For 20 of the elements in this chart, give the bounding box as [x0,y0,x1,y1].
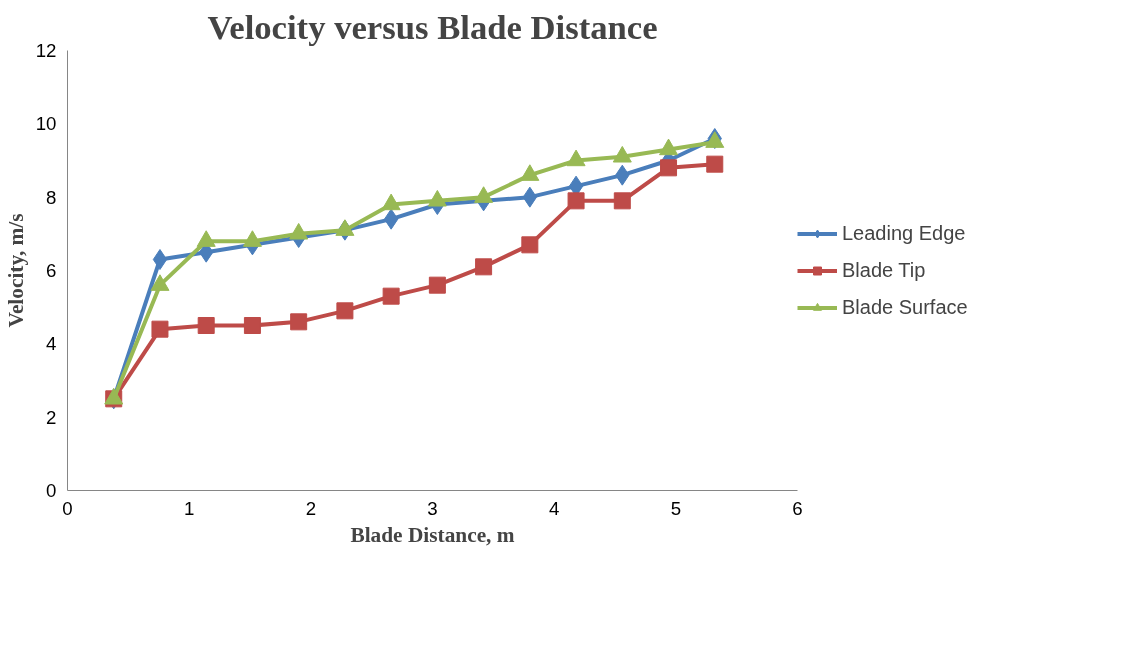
x-tick-label: 5 [670,497,682,519]
x-tick-label: 6 [792,497,803,519]
y-tick-label: 10 [35,113,57,135]
chart-title: Velocity versus Blade Distance [207,7,658,46]
y-axis-title: Velocity, m/s [3,213,28,328]
x-tick-label: 4 [548,497,560,519]
legend-label: Leading Edge [842,221,966,245]
legend-label: Blade Surface [842,295,968,319]
x-axis-title: Blade Distance, m [350,522,515,547]
y-tick-label: 2 [46,406,57,428]
y-tick-label: 0 [46,480,57,501]
x-tick-label: 2 [305,497,317,519]
legend-label: Blade Tip [842,258,926,282]
x-tick-label: 0 [62,497,73,519]
x-tick-label: 1 [183,497,195,519]
y-tick-label: 12 [35,40,57,61]
y-tick-label: 4 [46,333,57,355]
y-tick-label: 6 [46,260,57,281]
y-tick-label: 8 [46,186,57,208]
x-tick-label: 3 [427,497,438,519]
